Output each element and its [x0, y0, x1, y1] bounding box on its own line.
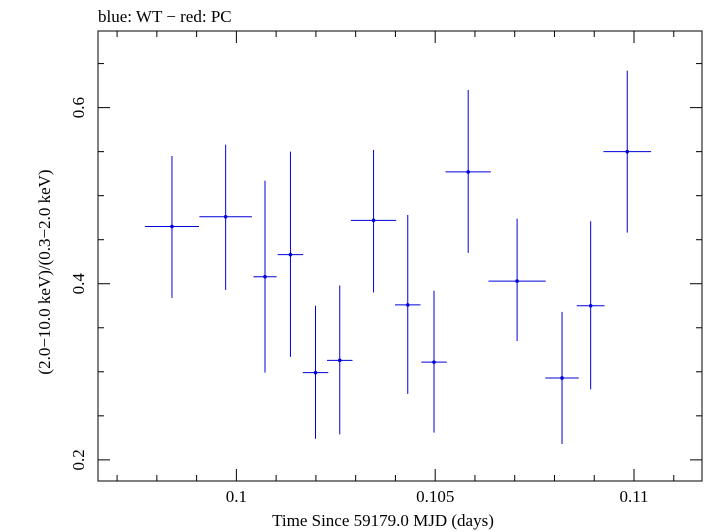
point-marker	[625, 149, 630, 154]
point-marker	[263, 274, 267, 279]
x-tick-label: 0.1	[226, 487, 247, 506]
data-point	[327, 285, 353, 435]
data-point	[253, 180, 277, 373]
x-tick-label: 0.105	[416, 487, 454, 506]
point-marker	[288, 252, 293, 257]
data-points	[144, 70, 652, 445]
y-tick-label: 0.2	[69, 449, 88, 470]
data-point	[445, 90, 491, 253]
data-point	[144, 156, 199, 298]
point-marker	[313, 370, 318, 375]
point-marker	[405, 303, 410, 307]
x-tick-label: 0.11	[619, 487, 648, 506]
point-marker	[515, 279, 519, 283]
data-point	[421, 290, 447, 433]
y-tick-label: 0.4	[69, 273, 88, 295]
point-marker	[371, 218, 376, 223]
point-marker	[223, 215, 228, 219]
x-axis-title: Time Since 59179.0 MJD (days)	[272, 511, 494, 530]
data-point	[603, 70, 652, 233]
plot-frame	[97, 30, 703, 482]
axis-ticks	[98, 31, 702, 481]
point-marker	[466, 170, 470, 174]
axis-tick-labels: 0.1 0.105 0.11 0.2 0.4 0.6	[69, 97, 649, 506]
data-point	[576, 221, 605, 390]
data-point	[350, 149, 397, 293]
y-axis-title: (2.0−10.0 keV)/(0.3−2.0 keV)	[35, 169, 54, 374]
point-marker	[560, 376, 564, 380]
point-marker	[337, 358, 342, 363]
point-marker	[588, 303, 593, 308]
data-point	[545, 311, 579, 445]
chart-title: blue: WT − red: PC	[98, 7, 232, 26]
data-point	[277, 151, 304, 357]
point-marker	[170, 224, 174, 229]
point-marker	[432, 360, 436, 364]
data-point	[488, 218, 546, 341]
y-tick-label: 0.6	[69, 97, 88, 118]
data-point	[302, 305, 329, 439]
data-point	[395, 215, 421, 394]
data-point	[199, 144, 252, 290]
